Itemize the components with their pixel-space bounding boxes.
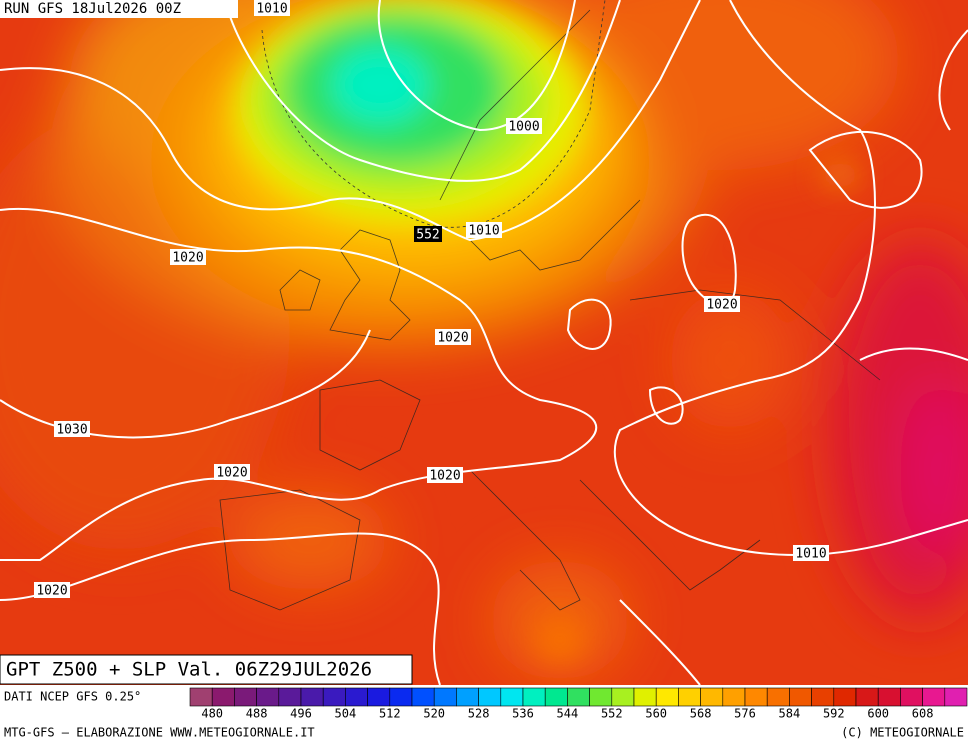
colorbar-swatch — [655, 687, 679, 707]
colorbar-tick-label: 544 — [557, 707, 579, 721]
contour-label: 1020 — [36, 584, 67, 599]
title-box — [0, 654, 413, 685]
colorbar-tick-label: 488 — [246, 707, 268, 721]
colorbar-swatch — [211, 687, 235, 707]
colorbar: 480 488 496 504 512 520 528 536 544 552 560 568 576 5… — [189, 687, 968, 721]
colorbar-tick-label: 480 — [201, 707, 223, 721]
colorbar-swatch — [456, 687, 479, 707]
colorbar-tick-label: 600 — [867, 707, 889, 721]
colorbar-swatch — [944, 687, 968, 707]
colorbar-swatch — [300, 687, 324, 707]
colorbar-swatch — [877, 687, 901, 707]
colorbar-swatch — [611, 687, 635, 707]
contour-label-box — [170, 249, 206, 265]
contour-label-box — [54, 421, 90, 437]
colorbar-swatch — [789, 687, 812, 707]
coastlines — [219, 9, 881, 611]
colorbar-swatch — [633, 687, 657, 707]
contour-labels: 1010 1000 552 1010 1020 1020 1020 1030 1020 1020 1… — [34, 0, 829, 599]
contour-label: 1010 — [256, 2, 287, 17]
colorbar-swatch — [345, 687, 368, 707]
contour-label-box — [427, 467, 463, 483]
colorbar-swatch — [900, 687, 923, 707]
colorbar-swatch — [589, 687, 613, 707]
colorbar-swatch — [234, 687, 257, 707]
colorbar-swatch — [544, 687, 568, 707]
run-label: RUN GFS 18Jul2026 00Z — [4, 1, 181, 17]
colorbar-tick-label: 520 — [423, 707, 445, 721]
colorbar-tick-label: 552 — [601, 707, 623, 721]
colorbar-tick-label: 504 — [335, 707, 357, 721]
map-title: GPT Z500 + SLP Val. 06Z29JUL2026 — [6, 659, 372, 681]
contour-label: 1010 — [468, 224, 499, 239]
colorbar-swatch — [744, 687, 768, 707]
source-label: DATI NCEP GFS 0.25° — [4, 690, 141, 704]
contour-label-box — [466, 222, 502, 238]
colorbar-swatch — [855, 687, 879, 707]
colorbar-swatch — [678, 687, 701, 707]
colorbar-swatch — [766, 687, 790, 707]
colorbar-tick-label: 512 — [379, 707, 401, 721]
credits-left: MTG-GFS — ELABORAZIONE WWW.METEOGIORNALE… — [4, 726, 315, 740]
colorbar-tick-label: 584 — [779, 707, 801, 721]
colorbar-tick-label: 592 — [823, 707, 845, 721]
credits-right: (C) METEOGIORNALE — [841, 726, 964, 740]
colorbar-swatch — [922, 687, 946, 707]
colorbar-swatch — [500, 687, 524, 707]
contour-label-box — [254, 0, 290, 16]
colorbar-tick-label: 536 — [512, 707, 534, 721]
colorbar-swatch — [367, 687, 391, 707]
contour-label-box — [435, 329, 471, 345]
contour-label: 1020 — [706, 298, 737, 313]
colorbar-swatch — [700, 687, 724, 707]
contour-label-box — [793, 545, 829, 561]
colorbar-swatch — [189, 687, 213, 707]
map-field — [0, 0, 968, 685]
contour-label-box — [704, 296, 740, 312]
colorbar-swatch — [411, 687, 435, 707]
colorbar-swatch — [811, 687, 835, 707]
colorbar-swatch — [567, 687, 590, 707]
contour-label-box — [34, 582, 70, 598]
colorbar-swatch — [389, 687, 413, 707]
colorbar-swatch — [478, 687, 502, 707]
colorbar-swatch — [278, 687, 302, 707]
contour-label-box — [214, 464, 250, 480]
colorbar-tick-label: 560 — [645, 707, 667, 721]
colorbar-tick-label: 496 — [290, 707, 312, 721]
contour-label-box — [506, 118, 542, 134]
contour-label: 1020 — [429, 469, 460, 484]
colorbar-swatch — [522, 687, 546, 707]
contour-label: 1020 — [437, 331, 468, 346]
colorbar-swatch — [256, 687, 280, 707]
contour-label: 1020 — [216, 466, 247, 481]
colorbar-swatch — [322, 687, 346, 707]
contour-label: 1010 — [795, 547, 826, 562]
colorbar-swatch — [722, 687, 746, 707]
contour-label: 1000 — [508, 120, 539, 135]
contour-label: 552 — [416, 228, 439, 243]
colorbar-tick-label: 576 — [734, 707, 756, 721]
colorbar-tick-label: 568 — [690, 707, 712, 721]
colorbar-swatch — [433, 687, 457, 707]
colorbar-tick-label: 608 — [912, 707, 934, 721]
run-box — [0, 0, 238, 18]
contour-label-box — [414, 226, 442, 242]
colorbar-tick-label: 528 — [468, 707, 490, 721]
contour-label: 1020 — [172, 251, 203, 266]
colorbar-swatch — [833, 687, 857, 707]
contour-label: 1030 — [56, 423, 87, 438]
